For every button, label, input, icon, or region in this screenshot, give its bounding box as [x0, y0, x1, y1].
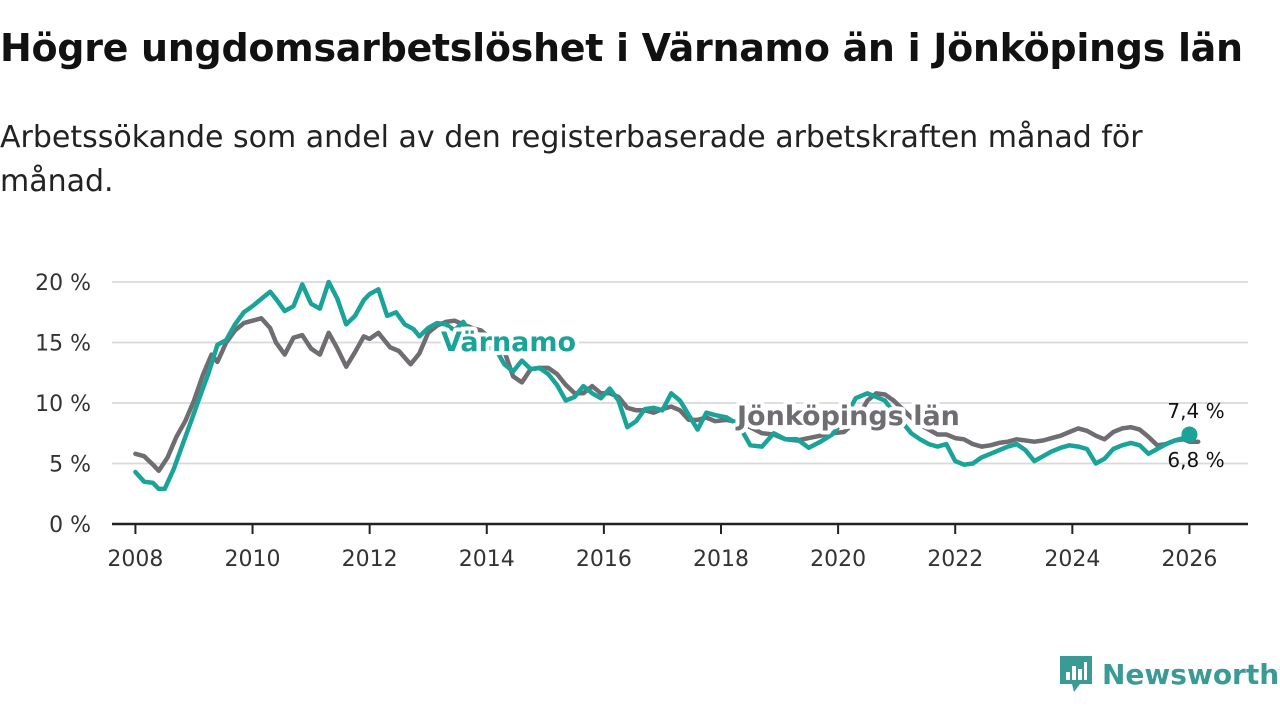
jonkoping-series-label: Jönköpings län	[735, 401, 960, 432]
x-tick-label: 2026	[1161, 547, 1217, 572]
x-tick-label: 2012	[342, 547, 398, 572]
x-tick-label: 2020	[810, 547, 866, 572]
line-chart: 0 %5 %10 %15 %20 % 2008 2010 2012 2014 2016 2…	[35, 271, 1248, 572]
newsworthy-logo-icon	[1060, 656, 1092, 692]
y-tick-label: 0 %	[49, 513, 91, 538]
x-tick-label: 2010	[225, 547, 281, 572]
y-tick-label: 5 %	[49, 453, 91, 478]
jonkoping-line	[133, 316, 1201, 474]
brand-name: Newsworthy	[1102, 657, 1280, 691]
varnamo-end-label: 7,4 %	[1167, 399, 1224, 423]
x-tick-label: 2008	[107, 547, 163, 572]
newsworthy-logo: Newsworthy	[1058, 652, 1280, 696]
jonkoping-end-label: 6,8 %	[1167, 448, 1224, 472]
x-tick-label: 2024	[1044, 547, 1100, 572]
x-axis-ticks: 2008 2010 2012 2014 2016 2018 2020 2022 2024 2026	[107, 524, 1217, 572]
x-tick-label: 2022	[927, 547, 983, 572]
varnamo-end-point	[1181, 426, 1198, 443]
y-axis-ticks: 0 % 5 % 10 % 15 % 20 %	[35, 271, 91, 538]
x-tick-label: 2018	[693, 547, 749, 572]
varnamo-series-label: Värnamo	[441, 327, 576, 358]
varnamo-series-label-halo: Värnamo	[441, 327, 576, 358]
jonkoping-series-label-halo: Jönköpings län	[735, 401, 960, 432]
x-tick-label: 2016	[576, 547, 632, 572]
chart-subtitle: Arbetssökande som andel av den registerb…	[0, 120, 1143, 199]
y-tick-label: 10 %	[35, 392, 91, 417]
y-tick-label: 15 %	[35, 332, 91, 357]
varnamo-line	[133, 279, 1192, 492]
chart-title: Högre ungdomsarbetslöshet i Värnamo än i…	[0, 26, 1243, 70]
series-lines	[133, 279, 1201, 492]
y-tick-label: 20 %	[35, 271, 91, 296]
x-tick-label: 2014	[459, 547, 515, 572]
